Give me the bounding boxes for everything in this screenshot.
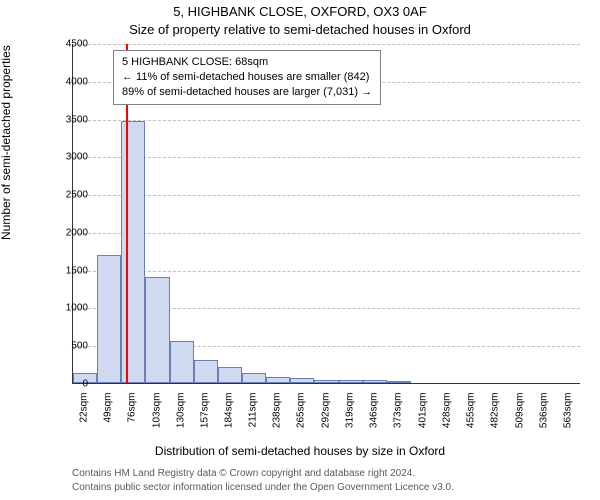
x-tick-label: 346sqm bbox=[368, 393, 379, 453]
histogram-bar bbox=[363, 380, 387, 383]
y-tick-label: 1000 bbox=[48, 303, 88, 314]
histogram-bar bbox=[242, 373, 266, 383]
chart-container: 5, HIGHBANK CLOSE, OXFORD, OX3 0AF Size … bbox=[0, 0, 600, 500]
plot-area: 5 HIGHBANK CLOSE: 68sqm ← 11% of semi-de… bbox=[72, 44, 580, 384]
infobox-line3: 89% of semi-detached houses are larger (… bbox=[122, 85, 372, 100]
histogram-bar bbox=[170, 341, 194, 383]
x-tick-label: 428sqm bbox=[442, 393, 453, 453]
histogram-bar bbox=[97, 255, 121, 383]
chart-title-line2: Size of property relative to semi-detach… bbox=[0, 22, 600, 37]
histogram-bar bbox=[314, 380, 338, 383]
histogram-bar bbox=[145, 277, 169, 383]
footer-line1: Contains HM Land Registry data © Crown c… bbox=[72, 467, 454, 481]
histogram-bar bbox=[266, 377, 290, 383]
footer-line2: Contains public sector information licen… bbox=[72, 481, 454, 495]
gridline bbox=[73, 120, 580, 121]
y-tick-label: 0 bbox=[48, 379, 88, 390]
x-tick-label: 482sqm bbox=[490, 393, 501, 453]
y-tick-label: 3500 bbox=[48, 114, 88, 125]
y-tick-label: 3000 bbox=[48, 152, 88, 163]
x-tick-label: 211sqm bbox=[248, 393, 259, 453]
x-tick-label: 455sqm bbox=[466, 393, 477, 453]
footer-attribution: Contains HM Land Registry data © Crown c… bbox=[72, 467, 454, 494]
x-tick-label: 22sqm bbox=[79, 393, 90, 453]
infobox-line2: ← 11% of semi-detached houses are smalle… bbox=[122, 70, 372, 85]
highlight-infobox: 5 HIGHBANK CLOSE: 68sqm ← 11% of semi-de… bbox=[113, 50, 381, 105]
histogram-bar bbox=[121, 121, 145, 383]
y-tick-label: 1500 bbox=[48, 265, 88, 276]
y-tick-label: 2500 bbox=[48, 190, 88, 201]
x-tick-label: 76sqm bbox=[127, 393, 138, 453]
gridline bbox=[73, 271, 580, 272]
y-tick-label: 2000 bbox=[48, 227, 88, 238]
x-tick-label: 509sqm bbox=[514, 393, 525, 453]
gridline bbox=[73, 233, 580, 234]
histogram-bar bbox=[387, 381, 411, 383]
x-tick-label: 130sqm bbox=[175, 393, 186, 453]
chart-title-line1: 5, HIGHBANK CLOSE, OXFORD, OX3 0AF bbox=[0, 4, 600, 19]
x-tick-label: 536sqm bbox=[538, 393, 549, 453]
histogram-bar bbox=[194, 360, 218, 383]
x-tick-label: 238sqm bbox=[272, 393, 283, 453]
x-tick-label: 373sqm bbox=[392, 393, 403, 453]
x-tick-label: 103sqm bbox=[151, 393, 162, 453]
histogram-bar bbox=[218, 367, 242, 383]
gridline bbox=[73, 44, 580, 45]
x-tick-label: 563sqm bbox=[562, 393, 573, 453]
x-tick-label: 49sqm bbox=[103, 393, 114, 453]
x-tick-label: 401sqm bbox=[418, 393, 429, 453]
x-tick-label: 265sqm bbox=[296, 393, 307, 453]
x-tick-label: 157sqm bbox=[199, 393, 210, 453]
x-tick-label: 319sqm bbox=[344, 393, 355, 453]
histogram-bar bbox=[290, 378, 314, 383]
infobox-line1: 5 HIGHBANK CLOSE: 68sqm bbox=[122, 55, 372, 70]
x-tick-label: 292sqm bbox=[320, 393, 331, 453]
histogram-bar bbox=[339, 380, 363, 383]
x-tick-label: 184sqm bbox=[223, 393, 234, 453]
y-tick-label: 500 bbox=[48, 341, 88, 352]
gridline bbox=[73, 195, 580, 196]
gridline bbox=[73, 157, 580, 158]
y-axis-label: Number of semi-detached properties bbox=[0, 45, 13, 240]
y-tick-label: 4000 bbox=[48, 76, 88, 87]
y-tick-label: 4500 bbox=[48, 39, 88, 50]
